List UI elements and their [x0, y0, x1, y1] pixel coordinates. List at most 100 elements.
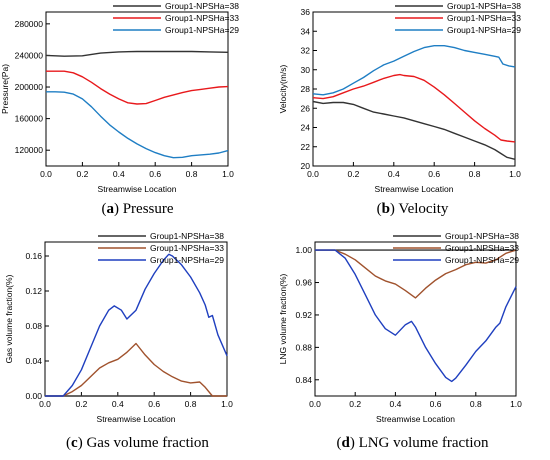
x-tick-label: 1.0 [509, 169, 521, 179]
y-tick-label: 0.00 [25, 391, 42, 401]
caption-text: Gas volume fraction [86, 435, 209, 451]
legend-entry: Group1-NPSHa=33 [165, 13, 239, 23]
y-tick-label: 30 [301, 65, 311, 75]
y-axis-label: Pressure(Pa) [0, 64, 10, 114]
series-line-2 [312, 73, 516, 143]
caption-letter: d [341, 435, 350, 451]
y-tick-label: 160000 [15, 114, 44, 124]
series-line-3 [46, 91, 229, 159]
x-axis-label: Streamwise Location [97, 414, 176, 424]
x-tick-label: 0.8 [470, 399, 482, 409]
legend-entry: Group1-NPSHa=38 [447, 1, 521, 11]
y-tick-label: 1.00 [295, 245, 312, 255]
series-line-2 [45, 342, 227, 397]
legend-entry: Group1-NPSHa=29 [445, 255, 519, 265]
series-line-3 [315, 249, 517, 383]
y-tick-label: 0.96 [295, 278, 312, 288]
y-tick-label: 0.16 [25, 251, 42, 261]
y-axis-label: LNG volume fraction(%) [278, 273, 288, 364]
y-tick-label: 36 [301, 7, 311, 17]
y-tick-label: 22 [301, 142, 311, 152]
chart-lng-volume-fraction: 0.0 0.2 0.4 0.6 0.8 1.0 0.84 0.88 0.92 0.96 1.00 St… [278, 231, 522, 424]
caption-text: LNG volume fraction [358, 435, 489, 451]
y-tick-label: 0.88 [295, 342, 312, 352]
chart-velocity: 0.0 0.2 0.4 0.6 0.8 1.0 20 22 24 26 28 30 32 34 36 Stre… [278, 1, 521, 194]
y-tick-label: 32 [301, 46, 311, 56]
x-axis-label: Streamwise Location [375, 184, 454, 194]
caption-letter: a [106, 201, 114, 217]
caption-d: (d) LNG volume fraction [336, 435, 489, 451]
x-tick-label: 0.6 [428, 169, 440, 179]
x-tick-label: 0.4 [388, 169, 400, 179]
y-axis-label: Velocity(m/s) [278, 65, 288, 114]
caption-c: (c) Gas volume fraction [66, 435, 209, 451]
legend-entry: Group1-NPSHa=29 [150, 255, 224, 265]
legend-entry: Group1-NPSHa=33 [447, 13, 521, 23]
plot-frame [45, 11, 229, 167]
panel-b: 0.0 0.2 0.4 0.6 0.8 1.0 20 22 24 26 28 30 32 34 36 Stre… [275, 0, 550, 230]
x-tick-label: 1.0 [221, 399, 233, 409]
y-tick-label: 0.84 [295, 375, 312, 385]
x-tick-label: 0.0 [307, 169, 319, 179]
x-tick-label: 0.6 [148, 399, 160, 409]
caption-a: (a) Pressure [101, 201, 174, 217]
y-tick-label: 0.12 [25, 286, 42, 296]
series-line-2 [315, 249, 517, 299]
x-tick-label: 0.2 [75, 399, 87, 409]
x-tick-label: 0.8 [186, 169, 198, 179]
caption-letter: c [71, 435, 78, 451]
legend-entry: Group1-NPSHa=29 [447, 25, 521, 35]
x-tick-label: 0.2 [347, 169, 359, 179]
legend-entry: Group1-NPSHa=33 [445, 243, 519, 253]
x-tick-label: 1.0 [510, 399, 522, 409]
legend-entry: Group1-NPSHa=33 [150, 243, 224, 253]
y-tick-label: 34 [301, 26, 311, 36]
panel-c: 0.0 0.2 0.4 0.6 0.8 1.0 0.00 0.04 0.08 0.12 0.16 St… [0, 230, 275, 460]
plot-frame [44, 241, 228, 397]
panel-d: 0.0 0.2 0.4 0.6 0.8 1.0 0.84 0.88 0.92 0.96 1.00 St… [275, 230, 550, 460]
x-tick-label: 0.0 [309, 399, 321, 409]
legend-entry: Group1-NPSHa=38 [445, 231, 519, 241]
y-axis-label: Gas volume fraction(%) [4, 274, 14, 363]
chart-pressure: 0.0 0.2 0.4 0.6 0.8 1.0 120000 160000 200000 2400… [0, 1, 239, 194]
x-tick-label: 0.0 [39, 399, 51, 409]
y-tick-label: 26 [301, 103, 311, 113]
plot-frame [314, 241, 517, 397]
y-tick-label: 0.04 [25, 356, 42, 366]
y-tick-label: 240000 [15, 50, 44, 60]
x-axis-label: Streamwise Location [98, 184, 177, 194]
y-tick-label: 28 [301, 84, 311, 94]
y-tick-label: 0.92 [295, 310, 312, 320]
x-tick-label: 0.0 [40, 169, 52, 179]
series-line-1 [45, 50, 229, 57]
series-line-3 [45, 253, 228, 397]
series-line-3 [312, 45, 516, 96]
legend-entry: Group1-NPSHa=38 [150, 231, 224, 241]
x-tick-label: 0.2 [76, 169, 88, 179]
y-tick-label: 0.08 [25, 321, 42, 331]
panel-a: 0.0 0.2 0.4 0.6 0.8 1.0 120000 160000 200000 2400… [0, 0, 275, 230]
y-tick-label: 24 [301, 123, 311, 133]
caption-letter: b [381, 201, 390, 217]
x-tick-label: 0.8 [469, 169, 481, 179]
caption-text: Pressure [122, 201, 174, 217]
legend-entry: Group1-NPSHa=29 [165, 25, 239, 35]
x-tick-label: 0.8 [185, 399, 197, 409]
y-tick-label: 120000 [15, 145, 44, 155]
x-tick-label: 0.4 [112, 399, 124, 409]
x-tick-label: 0.4 [113, 169, 125, 179]
x-tick-label: 0.4 [389, 399, 401, 409]
series-line-2 [46, 70, 229, 105]
y-tick-label: 20 [301, 161, 311, 171]
chart-gas-volume-fraction: 0.0 0.2 0.4 0.6 0.8 1.0 0.00 0.04 0.08 0.12 0.16 St… [4, 231, 233, 424]
x-tick-label: 1.0 [222, 169, 234, 179]
x-tick-label: 0.6 [149, 169, 161, 179]
legend-entry: Group1-NPSHa=38 [165, 1, 239, 11]
caption-text: Velocity [398, 201, 449, 217]
x-tick-label: 0.2 [349, 399, 361, 409]
x-tick-label: 0.6 [430, 399, 442, 409]
caption-b: (b) Velocity [376, 201, 449, 217]
y-tick-label: 280000 [15, 19, 44, 29]
x-axis-label: Streamwise Location [376, 414, 455, 424]
